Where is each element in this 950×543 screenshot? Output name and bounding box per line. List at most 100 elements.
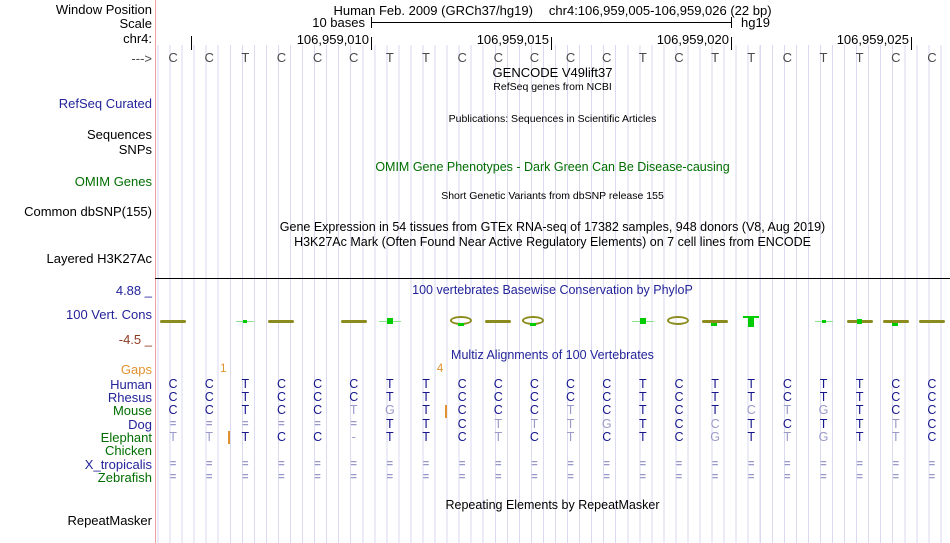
ruler-tick-1 [551, 37, 552, 50]
align-zebrafish-base7: = [386, 471, 394, 484]
align-dog-base5: = [314, 417, 321, 430]
align-human-base1: C [168, 376, 178, 391]
align-zebrafish-base13: = [603, 471, 610, 484]
align-zebrafish-base9: = [458, 471, 466, 484]
align-human-base8: T [422, 376, 430, 391]
align-rhesus-base2: C [204, 389, 214, 404]
align-zebrafish-base15: = [675, 471, 683, 484]
track-label-omim-genes[interactable]: OMIM Genes [74, 173, 152, 189]
align-rhesus-base5: C [313, 389, 323, 404]
align-mouse-base13: C [602, 403, 612, 418]
ref-base-22: C [927, 50, 937, 65]
align-human-base19: T [819, 376, 828, 391]
track-label-sequences[interactable]: Sequences [86, 126, 152, 142]
align-dog-base21: T [891, 416, 900, 431]
align-elephant-base21: T [891, 429, 900, 444]
track-label-x_tropicalis[interactable]: X_tropicalis [84, 456, 152, 472]
scale-bar-right-cap [731, 17, 732, 28]
phylop-glyph-base4 [268, 320, 295, 323]
align-mouse-base10: C [493, 403, 503, 418]
ref-base-2: C [204, 50, 214, 65]
align-dog-base10: T [494, 416, 503, 431]
align-elephant-base11: C [529, 429, 539, 444]
align-mouse-base16: T [711, 403, 719, 418]
track-label-layered-h3k27ac[interactable]: Layered H3K27Ac [46, 250, 152, 266]
align-zebrafish-base6: = [350, 471, 357, 484]
track-label-snps[interactable]: SNPs [118, 141, 152, 157]
ruler-tick-0 [371, 37, 372, 50]
assembly-short-label: hg19 [741, 15, 770, 30]
track-label-refseq-curated[interactable]: RefSeq Curated [58, 95, 152, 111]
phylop-glyph-base15-ring [666, 316, 689, 325]
align-zebrafish-base3: = [242, 471, 249, 484]
track-label-4-5: -4.5 _ [118, 331, 152, 347]
track-label-gaps[interactable]: Gaps [120, 361, 152, 377]
track-label-dog[interactable]: Dog [128, 416, 152, 432]
ref-base-13: C [602, 50, 612, 65]
track-label-mouse[interactable]: Mouse [112, 403, 152, 419]
ref-base-18: C [782, 50, 793, 65]
align-rhesus-base20: T [855, 389, 864, 404]
align-dog-base20: T [855, 416, 864, 431]
phylop-glyph-base19 [821, 320, 826, 323]
align-zebrafish-base5: = [314, 471, 321, 484]
phylop-glyph-base10 [485, 320, 512, 323]
align-dog-base15: C [674, 416, 684, 431]
align-zebrafish-base12: = [567, 471, 574, 484]
ref-base-1: C [168, 50, 178, 65]
align-x_tropicalis-base13: = [603, 457, 610, 470]
ref-base-8: T [422, 50, 430, 65]
align-mouse-base12: T [566, 403, 575, 418]
align-mouse-base14: T [639, 403, 647, 418]
track-label-100-vert-cons[interactable]: 100 Vert. Cons [66, 306, 152, 322]
align-dog-base3: = [242, 417, 249, 430]
align-rhesus-base18: C [782, 389, 792, 404]
align-elephant-base9: C [457, 429, 467, 444]
track-label-scale: Scale [119, 15, 152, 31]
align-zebrafish-base16: = [711, 471, 719, 484]
phylop-glyph-base9-green [458, 323, 465, 326]
track-label-chr4: chr4: [123, 30, 152, 46]
align-human-base21: C [891, 376, 901, 391]
align-elephant-base18: T [783, 429, 792, 444]
track-label-common-dbsnp-155[interactable]: Common dbSNP(155) [24, 203, 152, 219]
align-dog-base17: T [747, 416, 756, 431]
align-human-base11: C [529, 376, 539, 391]
align-elephant-base4: C [276, 429, 286, 444]
track-label-zebrafish[interactable]: Zebrafish [97, 470, 152, 486]
track-label-human[interactable]: Human [110, 376, 152, 392]
align-dog-base1: = [169, 417, 177, 430]
align-rhesus-base13: C [602, 389, 612, 404]
track-label-elephant[interactable]: Elephant [100, 429, 152, 445]
align-dog-base14: T [639, 416, 647, 431]
align-rhesus-base22: C [927, 389, 937, 404]
ref-base-17: T [747, 50, 756, 65]
track-label-window-position: Window Position [55, 1, 152, 17]
align-elephant-base3: T [241, 429, 250, 444]
align-rhesus-base10: C [493, 389, 503, 404]
align-x_tropicalis-base22: = [928, 457, 936, 470]
align-zebrafish-base19: = [820, 471, 827, 484]
align-mouse-base3: T [241, 403, 250, 418]
align-human-base2: C [204, 376, 214, 391]
align-rhesus-base7: T [386, 389, 394, 404]
ref-base-19: T [819, 50, 828, 65]
track-label-chicken[interactable]: Chicken [105, 443, 152, 459]
track-label-rhesus[interactable]: Rhesus [107, 389, 152, 405]
track-title-5: Gene Expression in 54 tissues from GTEx … [279, 219, 826, 234]
track-label-repeatmasker[interactable]: RepeatMasker [67, 512, 152, 528]
align-human-base6: C [349, 376, 359, 391]
align-dog-base2: = [205, 417, 213, 430]
align-elephant-base6: - [351, 429, 356, 444]
align-elephant-base2: T [205, 429, 214, 444]
ruler-tick-3 [911, 37, 912, 50]
align-zebrafish-base21: = [892, 471, 899, 484]
align-mouse-base22: C [927, 403, 937, 418]
align-x_tropicalis-base16: = [711, 457, 719, 470]
track-title-1: RefSeq genes from NCBI [493, 80, 612, 93]
align-human-base20: T [855, 376, 864, 391]
phylop-glyph-base7 [386, 318, 393, 324]
align-x_tropicalis-base14: = [639, 457, 647, 470]
ruler-tick-2 [731, 37, 732, 50]
